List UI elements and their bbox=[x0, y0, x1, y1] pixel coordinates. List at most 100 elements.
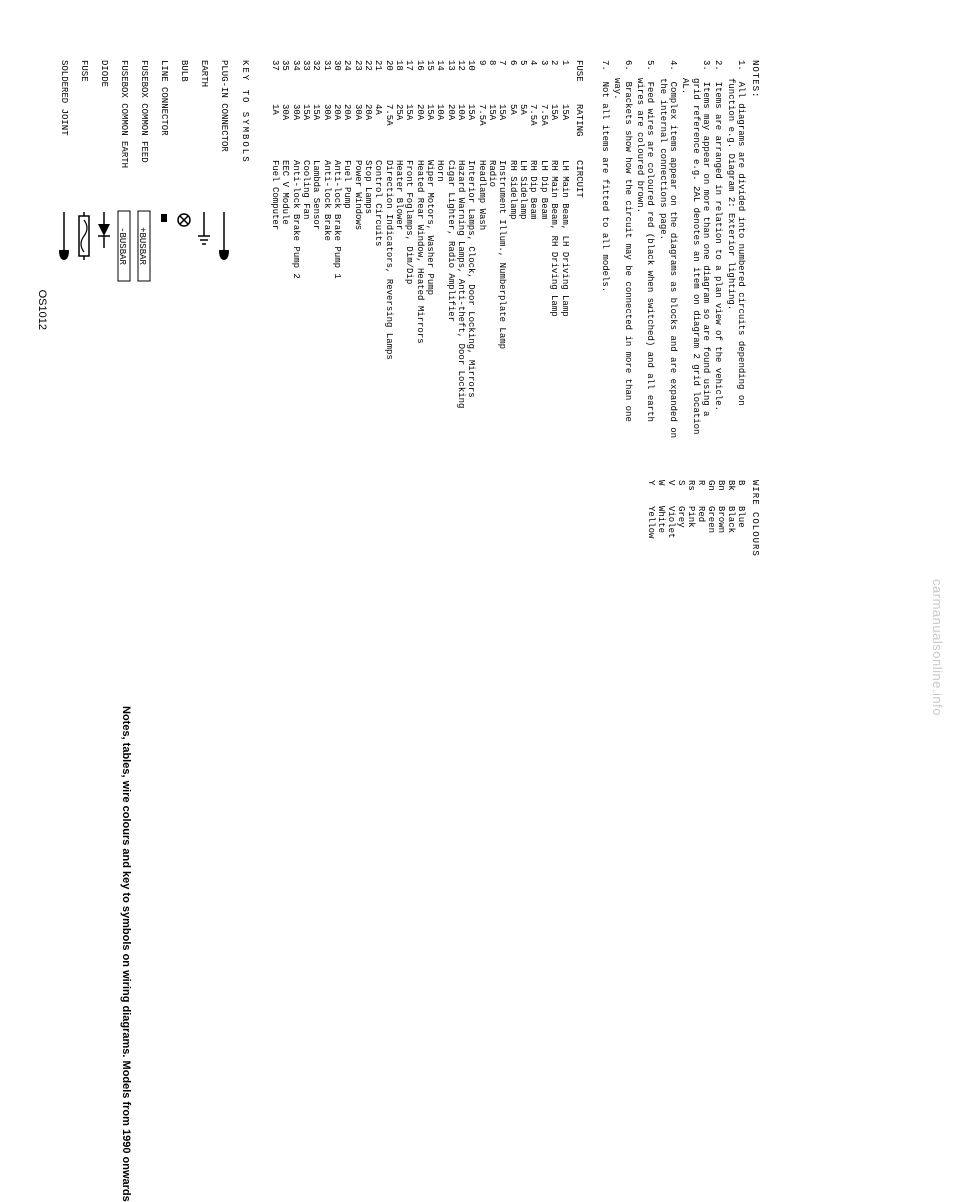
fuse-circuit: EEC V Module bbox=[280, 160, 290, 580]
fuse-number: 1 bbox=[559, 60, 569, 104]
fuse-circuit: RH Dip Beam bbox=[528, 160, 538, 580]
symbol-label: PLUG-IN CONNECTOR bbox=[219, 60, 229, 210]
fuse-rating: 15A bbox=[311, 104, 321, 160]
fuse-circuit: Radio bbox=[487, 160, 497, 580]
symbol-row: SOLDERED JOINT bbox=[54, 60, 74, 700]
fuse-rating: 30A bbox=[280, 104, 290, 160]
symbol-label: SOLDERED JOINT bbox=[59, 60, 69, 210]
fuse-row: 1515AWiper Motors, Washer Pump bbox=[425, 60, 435, 700]
wire-colour-row: RRed bbox=[696, 480, 706, 620]
fuse-row: 3215ALambda Sensor bbox=[311, 60, 321, 700]
fuse-rating: 15A bbox=[497, 104, 507, 160]
symbol-glyph-lineconn bbox=[156, 210, 172, 330]
symbol-label: FUSEBOX COMMON FEED bbox=[139, 60, 149, 210]
fuse-row: 1410AHorn bbox=[435, 60, 445, 700]
fuse-rating: 20A bbox=[363, 104, 373, 160]
fuse-row: 55ALH Sidelamp bbox=[518, 60, 528, 700]
fuse-number: 8 bbox=[487, 60, 497, 104]
wire-code: Y bbox=[646, 480, 656, 506]
symbol-row: LINE CONNECTOR bbox=[154, 60, 174, 700]
wire-code: Bn bbox=[716, 480, 726, 506]
fuse-number: 9 bbox=[476, 60, 486, 104]
symbol-glyph-fuse bbox=[76, 210, 92, 330]
wire-colour-row: VViolet bbox=[666, 480, 676, 620]
fuse-rating: 30A bbox=[290, 104, 300, 160]
fuse-circuit: LH Dip Beam bbox=[539, 160, 549, 580]
symbol-glyph-busbar-minus: -BUSBAR bbox=[116, 210, 132, 330]
fuse-rating: 15A bbox=[487, 104, 497, 160]
symbol-label: LINE CONNECTOR bbox=[159, 60, 169, 210]
wire-colour-row: BkBlack bbox=[726, 480, 736, 620]
wire-colours-list: BBlueBkBlackBnBrownGnGreenRRedRsPinkSGre… bbox=[646, 480, 746, 620]
fuse-row: 2220AStop Lamps bbox=[363, 60, 373, 700]
fuse-col-header: RATING bbox=[574, 104, 584, 160]
fuse-rating: 15A bbox=[466, 104, 476, 160]
symbol-row: BULB bbox=[174, 60, 194, 700]
fuse-number: 2 bbox=[549, 60, 559, 104]
fuse-rating: 15A bbox=[301, 104, 311, 160]
wire-name: Blue bbox=[736, 506, 746, 528]
fuse-circuit: Fuel Computer bbox=[270, 160, 280, 580]
fuse-circuit: Fuel Pump bbox=[342, 160, 352, 580]
note-item: 1. All diagrams are divided into numbere… bbox=[725, 60, 746, 440]
fuse-row: 1825AHeater Blower bbox=[394, 60, 404, 700]
fuse-rating: 4A bbox=[373, 104, 383, 160]
fuse-number: 20 bbox=[383, 60, 393, 104]
wire-colour-row: GnGreen bbox=[706, 480, 716, 620]
svg-text:-BUSBAR: -BUSBAR bbox=[117, 227, 127, 265]
fuse-rating: 10A bbox=[456, 104, 466, 160]
fuse-rating: 25A bbox=[394, 104, 404, 160]
fuse-rating: 15A bbox=[425, 104, 435, 160]
wire-name: Yellow bbox=[646, 506, 656, 538]
fuse-table-header: FUSE RATING CIRCUIT bbox=[574, 60, 584, 700]
fuse-circuit: Cigar Lighter, Radio Amplifier bbox=[445, 160, 455, 580]
fuse-circuit: LH Main Beam, LH Driving Lamp bbox=[559, 160, 569, 580]
symbol-glyph-solder bbox=[56, 210, 72, 330]
fuse-rating: 7.5A bbox=[476, 104, 486, 160]
symbol-glyph-earth bbox=[196, 210, 212, 330]
fuse-row: 1715AFront Foglamps, Dim/Dip bbox=[404, 60, 414, 700]
fuse-number: 4 bbox=[528, 60, 538, 104]
svg-text:+BUSBAR: +BUSBAR bbox=[137, 227, 147, 265]
fuse-circuit: Heated Rear Window, Heated Mirrors bbox=[414, 160, 424, 580]
fuse-circuit: Interior Lamps, Clock, Door Locking, Mir… bbox=[466, 160, 476, 580]
fuse-row: 815ARadio bbox=[487, 60, 497, 700]
fuse-number: 33 bbox=[301, 60, 311, 104]
wire-colour-row: BnBrown bbox=[716, 480, 726, 620]
fuse-number: 14 bbox=[435, 60, 445, 104]
fuse-circuit: Front Foglamps, Dim/Dip bbox=[404, 160, 414, 580]
notes-column: NOTES: 1. All diagrams are divided into … bbox=[598, 60, 760, 440]
notes-header: NOTES: bbox=[750, 60, 760, 440]
fuse-rating: 30A bbox=[321, 104, 331, 160]
fuse-rating: 1A bbox=[270, 104, 280, 160]
fuse-rating: 15A bbox=[549, 104, 559, 160]
wire-code: R bbox=[696, 480, 706, 506]
fuse-row: 3315ACooling Fan bbox=[301, 60, 311, 700]
fuse-circuit: Cooling Fan bbox=[301, 160, 311, 580]
wire-name: Red bbox=[696, 506, 706, 522]
fuse-circuit: Headlamp Wash bbox=[476, 160, 486, 580]
note-item: 5. Feed wires are coloured red (black wh… bbox=[635, 60, 656, 440]
fuse-circuit: Lambda Sensor bbox=[311, 160, 321, 580]
fuse-row: 3530AEEC V Module bbox=[280, 60, 290, 700]
fuse-number: 6 bbox=[507, 60, 517, 104]
wire-colours-column: WIRE COLOURS BBlueBkBlackBnBrownGnGreenR… bbox=[598, 480, 760, 620]
fuse-circuit: Horn bbox=[435, 160, 445, 580]
fuse-row: 371AFuel Computer bbox=[270, 60, 280, 700]
fuse-row: 65ARH Sidelamp bbox=[507, 60, 517, 700]
note-item: 4. Complex items appear on the diagrams … bbox=[657, 60, 678, 440]
wire-colour-row: RsPink bbox=[686, 480, 696, 620]
fuse-row: 1015AInterior Lamps, Clock, Door Locking… bbox=[466, 60, 476, 700]
fuse-number: 21 bbox=[373, 60, 383, 104]
fuse-number: 37 bbox=[270, 60, 280, 104]
wire-colour-row: YYellow bbox=[646, 480, 656, 620]
fuse-circuit: RH Main Beam, RH Driving Lamp bbox=[549, 160, 559, 580]
fuse-number: 22 bbox=[363, 60, 373, 104]
fuse-rating: 7.5A bbox=[528, 104, 538, 160]
fuse-number: 32 bbox=[311, 60, 321, 104]
wire-name: Brown bbox=[716, 506, 726, 533]
fuse-rating: 20A bbox=[414, 104, 424, 160]
wire-name: Pink bbox=[686, 506, 696, 528]
notes-list: 1. All diagrams are divided into numbere… bbox=[600, 60, 746, 440]
fuse-table: FUSE RATING CIRCUIT 115ALH Main Beam, LH… bbox=[270, 60, 584, 700]
